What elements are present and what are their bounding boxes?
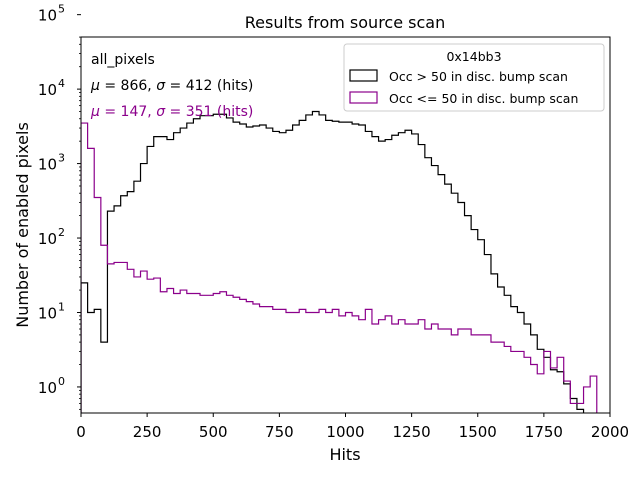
annotation-label: all_pixels: [91, 52, 155, 68]
y-tick-exponent: 5: [58, 3, 65, 16]
x-tick-label: 1750: [525, 423, 563, 441]
y-tick-exponent: 2: [58, 226, 65, 239]
x-axis-label: Hits: [329, 445, 360, 464]
y-tick-label: 10: [38, 81, 57, 99]
sigma-value: = 412 (hits): [165, 78, 253, 94]
x-tick-label: 1500: [459, 423, 497, 441]
mu-symbol: μ: [90, 78, 100, 94]
x-tick-label: 500: [199, 423, 228, 441]
series-0-histogram: [81, 110, 585, 413]
legend: 0x14bb3 Occ > 50 in disc. bump scan Occ …: [343, 43, 605, 112]
mu-value: = 147,: [100, 104, 156, 120]
y-tick-label: 10: [38, 304, 57, 322]
chart-title: Results from source scan: [245, 13, 445, 32]
y-tick-label: 10: [38, 230, 57, 248]
y-axis-label: Number of enabled pixels: [13, 122, 32, 328]
y-tick-label: 10: [38, 7, 57, 25]
mu-value: = 866,: [100, 78, 156, 94]
x-tick-label: 2000: [591, 423, 629, 441]
x-tick-label: 1000: [326, 423, 364, 441]
legend-entry-occ-le-50: Occ <= 50 in disc. bump scan: [389, 91, 578, 106]
annotation-stats-2: μ = 147, σ = 351 (hits): [90, 104, 253, 120]
y-tick-exponent: 0: [58, 375, 65, 388]
x-tick-label: 250: [133, 423, 162, 441]
legend-swatch-occ-gt-50: [349, 69, 378, 82]
x-tick-label: 750: [265, 423, 294, 441]
mu-symbol: μ: [90, 104, 100, 120]
sigma-symbol: σ: [156, 78, 166, 94]
annotation-stats-1: μ = 866, σ = 412 (hits): [90, 78, 253, 94]
series-1-histogram: [81, 122, 598, 413]
legend-box: [343, 43, 605, 112]
series-layer: [81, 110, 598, 413]
annotation-block: all_pixels μ = 866, σ = 412 (hits) μ = 1…: [90, 52, 253, 120]
y-tick-exponent: 3: [58, 152, 65, 165]
x-tick-label: 0: [76, 423, 86, 441]
y-tick-exponent: 1: [58, 300, 65, 313]
legend-title: 0x14bb3: [446, 49, 501, 64]
x-axis: 0 250 500 750 1000 1250 1500 1750 2000: [76, 413, 629, 441]
y-tick-label: 10: [38, 379, 57, 397]
legend-swatch-occ-le-50: [349, 91, 378, 104]
legend-entry-occ-gt-50: Occ > 50 in disc. bump scan: [389, 69, 568, 84]
y-tick-exponent: 4: [58, 77, 65, 90]
x-tick-label: 1250: [393, 423, 431, 441]
y-tick-label: 10: [38, 156, 57, 174]
sigma-symbol: σ: [156, 104, 166, 120]
sigma-value: = 351 (hits): [165, 104, 253, 120]
